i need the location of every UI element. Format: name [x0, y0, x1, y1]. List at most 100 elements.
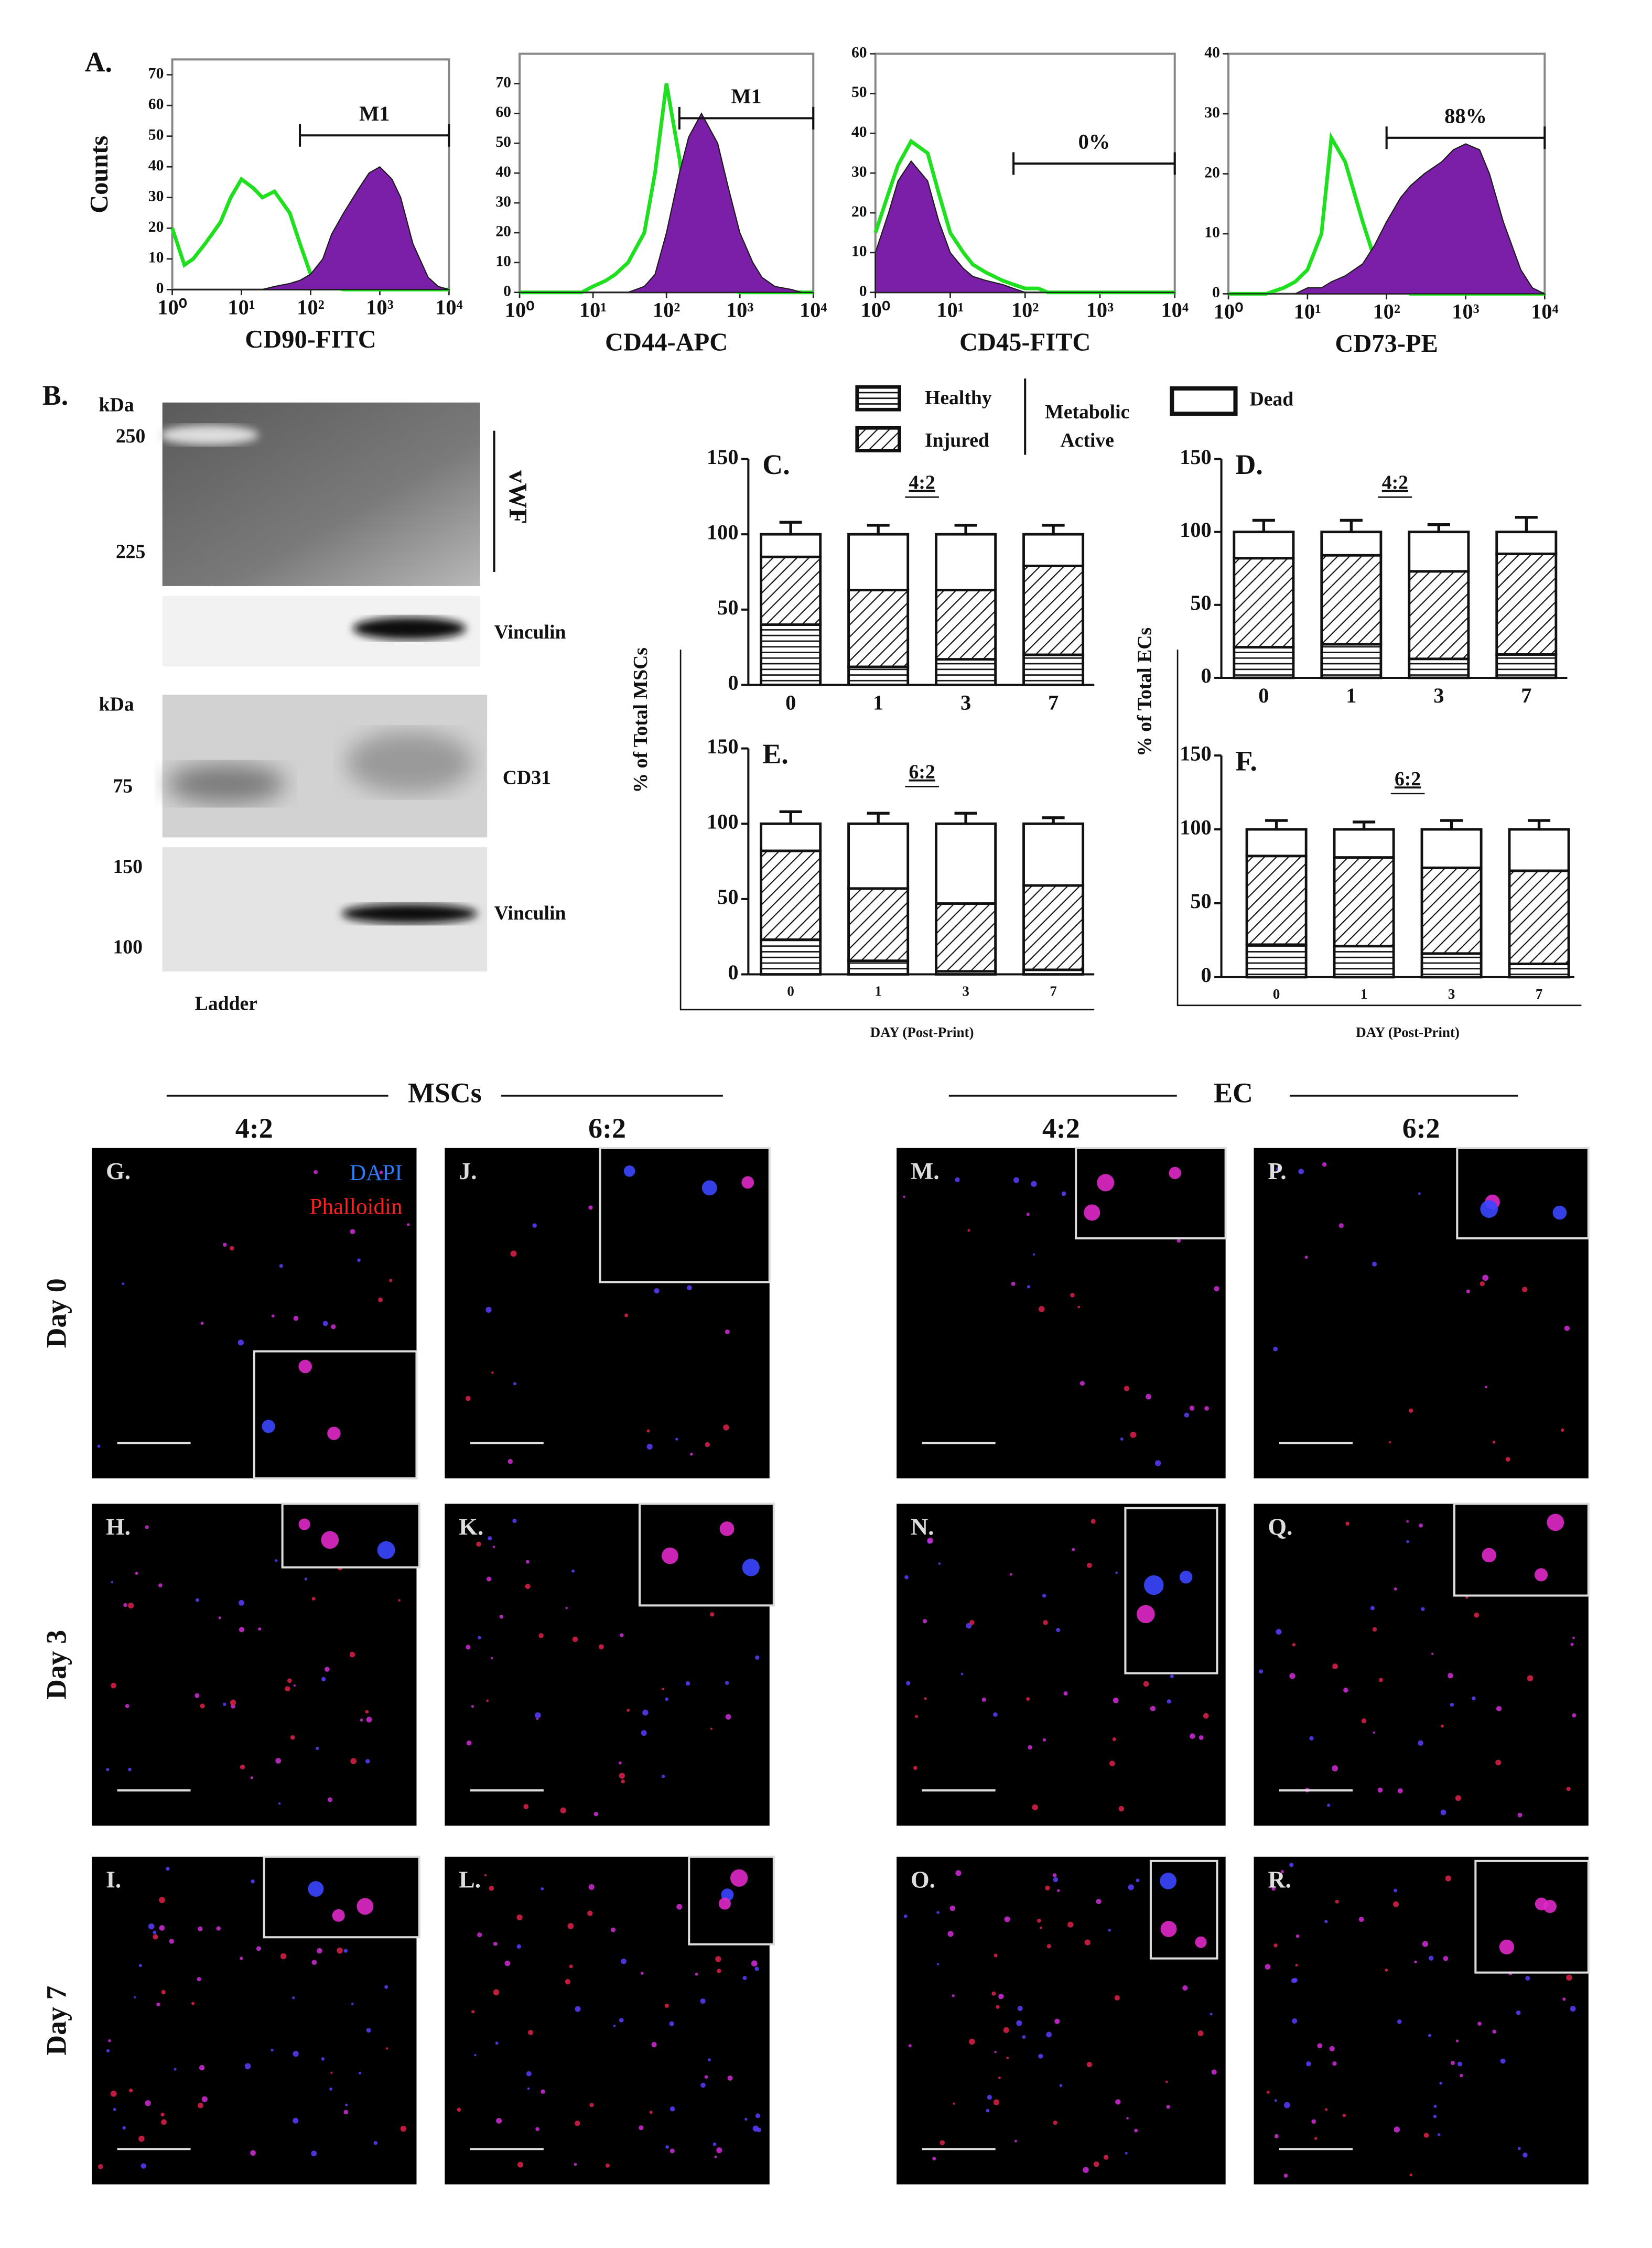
- cell: [1022, 2035, 1026, 2039]
- cell: [135, 1572, 138, 1575]
- x-axis-label: CD44-APC: [605, 328, 728, 356]
- cell: [700, 2082, 706, 2088]
- panel-label: E.: [762, 738, 788, 770]
- cell: [714, 2155, 717, 2158]
- target-label: Vinculin: [494, 621, 566, 643]
- y-tick-label: 100: [707, 520, 739, 544]
- cell: [1124, 1386, 1130, 1391]
- cell: [619, 1773, 625, 1779]
- cell: [197, 1977, 201, 1982]
- cell-zoom: [730, 1869, 748, 1887]
- cell: [969, 2038, 975, 2045]
- cell: [1335, 1899, 1339, 1904]
- cell: [1298, 1169, 1304, 1175]
- cell: [1342, 2113, 1346, 2117]
- cell: [588, 1205, 593, 1210]
- bar-segment: [1245, 943, 1308, 979]
- panel-label: N.: [911, 1513, 934, 1540]
- cell: [1214, 1286, 1219, 1292]
- cell: [1445, 1875, 1452, 1882]
- cell: [723, 1424, 729, 1431]
- bar-segment: [1408, 657, 1470, 679]
- cell: [565, 1979, 571, 1985]
- cell: [574, 2163, 577, 2166]
- cell: [457, 2108, 461, 2112]
- x-tick-label: 10¹: [579, 298, 607, 322]
- x-tick-label: 1: [874, 984, 881, 999]
- cell: [379, 1170, 383, 1174]
- gate: [1012, 152, 1176, 175]
- cell: [1472, 1696, 1476, 1701]
- cell: [1026, 1697, 1030, 1701]
- error-bar: [954, 812, 977, 824]
- cell: [240, 1765, 245, 1770]
- cell: [535, 2127, 539, 2132]
- band: [341, 903, 478, 924]
- cell: [471, 1705, 474, 1708]
- cell: [487, 1576, 492, 1582]
- cell: [955, 1870, 962, 1876]
- cell: [1079, 1381, 1085, 1386]
- y-tick-label: 0: [859, 283, 867, 300]
- cell: [700, 1998, 706, 2004]
- cell: [218, 1616, 221, 1619]
- cell: [755, 1655, 760, 1660]
- x-tick-label: 3: [1433, 684, 1444, 707]
- y-tick-label: 20: [495, 223, 511, 240]
- cell: [1113, 1698, 1119, 1703]
- cell: [707, 2058, 711, 2062]
- bar-segment: [935, 533, 997, 591]
- y-tick-label: 20: [1204, 164, 1220, 181]
- inset: [281, 1503, 420, 1569]
- cell: [466, 1645, 471, 1650]
- cell: [331, 1324, 336, 1330]
- cell: [239, 1627, 244, 1633]
- cell: [1457, 2061, 1462, 2067]
- cell: [351, 2002, 354, 2005]
- cell: [670, 2148, 675, 2154]
- cell: [106, 2049, 110, 2052]
- bar-segment: [1320, 643, 1383, 679]
- cell: [1397, 1788, 1403, 1793]
- marker: 75: [113, 775, 133, 797]
- cell: [1429, 1955, 1434, 1961]
- y-tick-label: 150: [707, 734, 739, 758]
- error-bar: [1252, 518, 1275, 532]
- bar-segment: [1320, 554, 1383, 646]
- y-tick-label: 30: [1204, 104, 1220, 121]
- cell: [613, 2024, 616, 2027]
- error-bar: [1528, 819, 1551, 830]
- error-bar: [1340, 518, 1363, 532]
- x-tick-label: 10⁴: [435, 295, 462, 319]
- stain-label: Phalloidin: [309, 1194, 402, 1219]
- cell: [1276, 1629, 1282, 1635]
- cell: [1037, 1918, 1041, 1923]
- cell: [1003, 2027, 1009, 2033]
- cell: [278, 1802, 281, 1805]
- cell: [330, 2071, 333, 2074]
- cell-zoom: [1144, 1575, 1164, 1595]
- cell-zoom: [262, 1420, 275, 1433]
- bar-segment: [1233, 646, 1295, 679]
- cell: [311, 1597, 316, 1601]
- cell: [1126, 2117, 1129, 2120]
- cell: [1184, 1412, 1190, 1418]
- cell: [716, 2147, 722, 2154]
- cell: [240, 1957, 243, 1960]
- bar-segment: [1408, 570, 1470, 661]
- cell: [138, 1964, 142, 1968]
- cell: [1431, 1652, 1434, 1655]
- cell-zoom: [327, 1426, 341, 1440]
- cell: [293, 2051, 299, 2057]
- cell: [538, 1633, 544, 1638]
- cell: [1054, 2018, 1060, 2024]
- cell: [903, 1914, 908, 1918]
- row-label: Day 0: [40, 1278, 72, 1348]
- cell-zoom: [719, 1521, 735, 1536]
- micrograph: Q.: [1254, 1503, 1590, 1826]
- cell: [1466, 1289, 1470, 1293]
- cell: [1093, 2161, 1099, 2167]
- cell: [285, 1686, 290, 1692]
- x-tick-label: 3: [960, 690, 971, 714]
